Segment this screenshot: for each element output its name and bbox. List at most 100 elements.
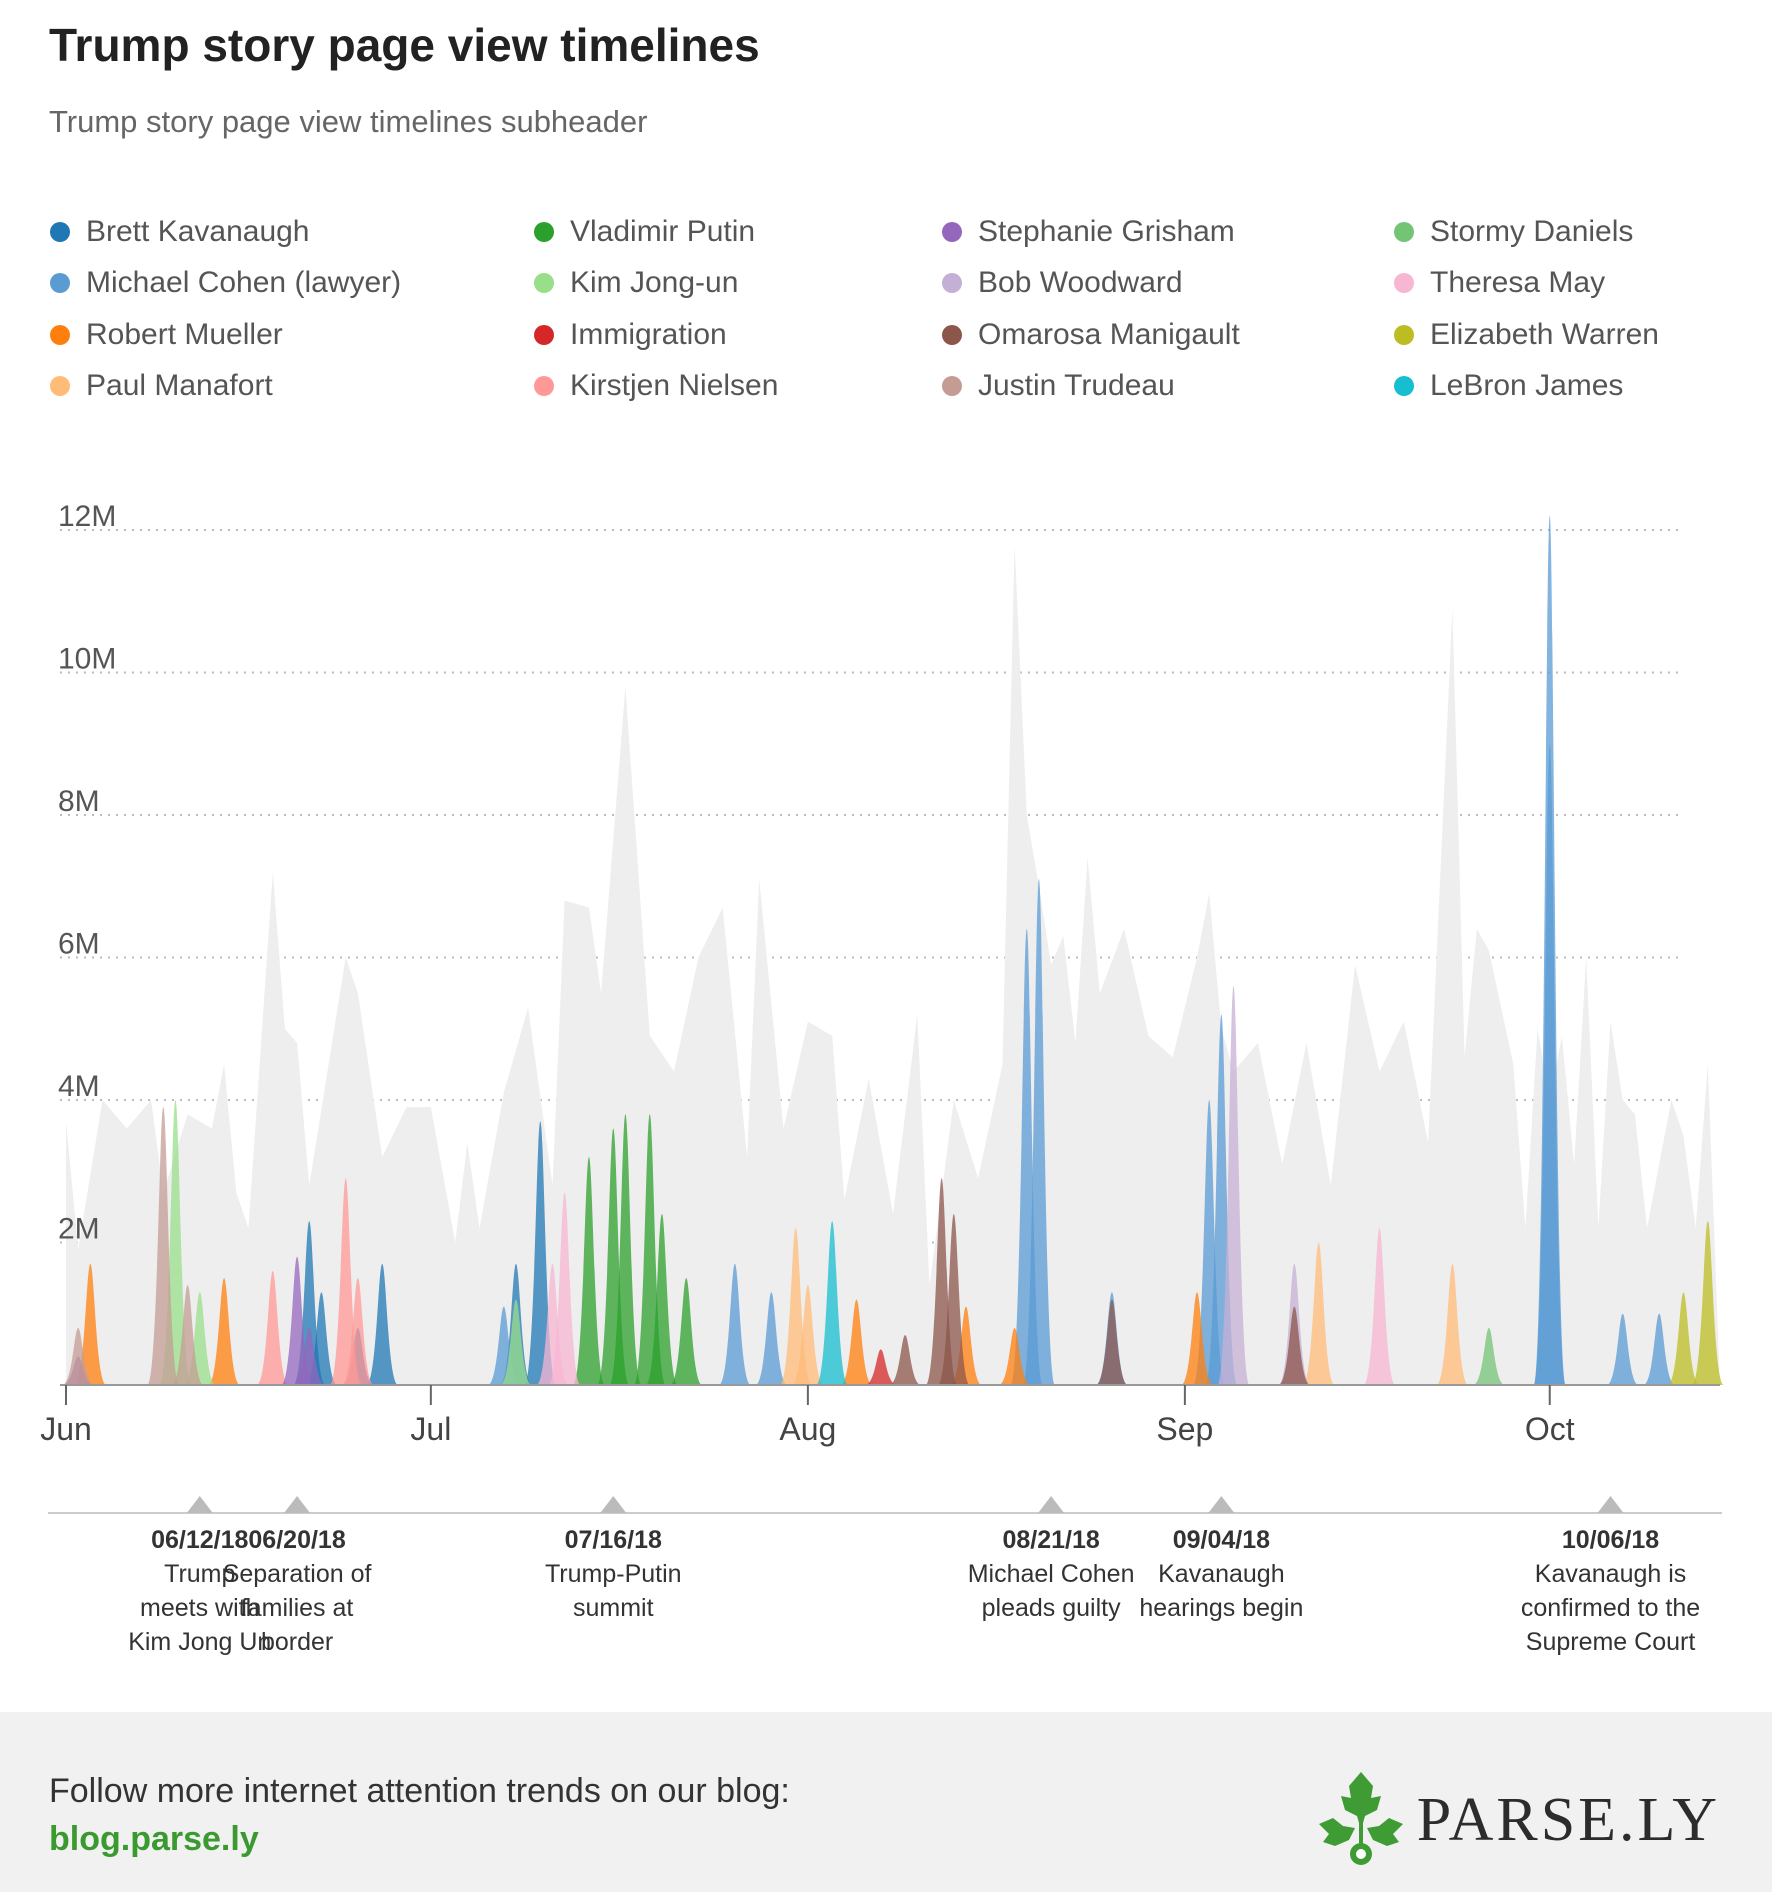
legend-swatch [942,221,962,242]
legend-swatch [942,273,962,294]
legend-item[interactable]: Stormy Daniels [1394,206,1730,258]
legend-swatch [942,376,962,397]
y-tick-label: 8M [58,785,100,818]
legend-swatch [534,221,554,242]
event-marker [1038,1496,1065,1513]
event-date: 07/16/18 [565,1526,662,1554]
y-axis: 2M 4M 6M 8M 10M 12M [58,500,116,1246]
series-peak [572,1157,605,1385]
series-peak [670,1278,703,1385]
event-date: 08/21/18 [1002,1526,1099,1554]
series-peak [998,1328,1031,1385]
series-peak [1436,1263,1469,1385]
legend-item[interactable]: Paul Manafort [50,361,534,413]
legend-item[interactable]: Michael Cohen (lawyer) [50,258,534,310]
y-tick-label: 12M [58,500,116,533]
x-tick-label: Sep [1156,1411,1213,1447]
y-tick-label: 2M [58,1213,100,1246]
series-peak [755,1292,788,1385]
event-marker [1597,1496,1624,1513]
legend-swatch [1394,376,1414,397]
series-peak [937,1214,970,1385]
legend-item[interactable]: Robert Mueller [50,309,534,361]
event-timeline: 06/12/18 Trump meets with Kim Jong Un 06/20/… [48,1496,1722,1656]
legend-item[interactable]: Brett Kavanaugh [50,206,534,258]
series-peak [208,1278,241,1385]
series-peak [536,1263,569,1385]
series-peak [1095,1299,1128,1385]
legend-swatch [534,376,554,397]
legend-label: Vladimir Putin [570,214,756,248]
footer: Follow more internet attention trends on… [0,1712,1772,1892]
legend-item[interactable]: LeBron James [1394,361,1730,413]
legend-item[interactable]: Elizabeth Warren [1394,309,1730,361]
event-date: 09/04/18 [1173,1526,1270,1554]
parsely-logo[interactable]: PARSE.LY [1315,1770,1720,1870]
series-peak [718,1263,751,1385]
legend-item[interactable]: Bob Woodward [942,258,1394,310]
series-peak [1667,1292,1700,1385]
legend-item[interactable]: Kirstjen Nielsen [534,361,942,413]
series-peak [1302,1242,1335,1385]
series-peak [1278,1306,1311,1385]
legend-item[interactable]: Theresa May [1394,258,1730,310]
series-layer [62,515,1724,1385]
series-peak [864,1349,897,1385]
legend-label: Robert Mueller [86,317,283,351]
total-area [66,544,1720,1385]
x-axis: Jun Jul Aug Sep Oct [40,1384,1720,1447]
legend-item[interactable]: Justin Trudeau [942,361,1394,413]
parsley-leaf-icon [1318,1772,1403,1865]
series-peak [1643,1313,1676,1385]
series-peak [366,1263,399,1385]
legend-label: Immigration [570,317,727,351]
event-marker [600,1496,627,1513]
legend-item[interactable]: Omarosa Manigault [942,309,1394,361]
series-peak [1217,986,1250,1385]
series-peak [1193,1100,1226,1385]
series-peak [645,1214,678,1385]
series-peak [791,1285,824,1385]
series-peak [1533,515,1566,1385]
series-peak [1363,1228,1396,1385]
legend-swatch [942,324,962,345]
legend-item[interactable]: Vladimir Putin [534,206,942,258]
y-tick-label: 10M [58,643,116,676]
legend-item[interactable]: Stephanie Grisham [942,206,1394,258]
chart-legend: Brett Kavanaugh Michael Cohen (lawyer) Rob… [50,206,1730,416]
legend-swatch [50,273,70,294]
x-tick-label: Jun [40,1411,92,1447]
series-peak [171,1285,204,1385]
legend-label: Theresa May [1430,266,1606,300]
series-peak [1181,1292,1214,1385]
brand-name: PARSE.LY [1416,1785,1720,1854]
event-label: Michael Cohen pleads guilty [968,1560,1135,1622]
legend-label: Justin Trudeau [978,369,1175,403]
event-marker [186,1496,213,1513]
event-marker [1208,1496,1235,1513]
event-label: Trump-Putin summit [545,1560,682,1622]
legend-item[interactable]: Immigration [534,309,942,361]
event-date: 06/12/18 [151,1526,248,1554]
event-date: 10/06/18 [1562,1526,1659,1554]
legend-label: Michael Cohen (lawyer) [86,266,402,300]
legend-swatch [1394,324,1414,345]
series-peak [1472,1328,1505,1385]
series-peak [341,1278,374,1385]
series-peak [62,1328,95,1385]
blog-link[interactable]: blog.parse.ly [49,1820,259,1858]
legend-label: Bob Woodward [978,266,1183,300]
legend-label: Omarosa Manigault [978,317,1240,351]
legend-label: Paul Manafort [86,369,273,403]
series-peak [840,1299,873,1385]
series-peak [499,1299,532,1385]
series-peak [256,1271,289,1385]
legend-swatch [50,376,70,397]
legend-label: LeBron James [1430,369,1624,403]
page-subtitle: Trump story page view timelines subheade… [49,104,648,139]
legend-swatch [534,324,554,345]
legend-item[interactable]: Kim Jong-un [534,258,942,310]
legend-label: Stephanie Grisham [978,214,1235,248]
legend-label: Stormy Daniels [1430,214,1634,248]
